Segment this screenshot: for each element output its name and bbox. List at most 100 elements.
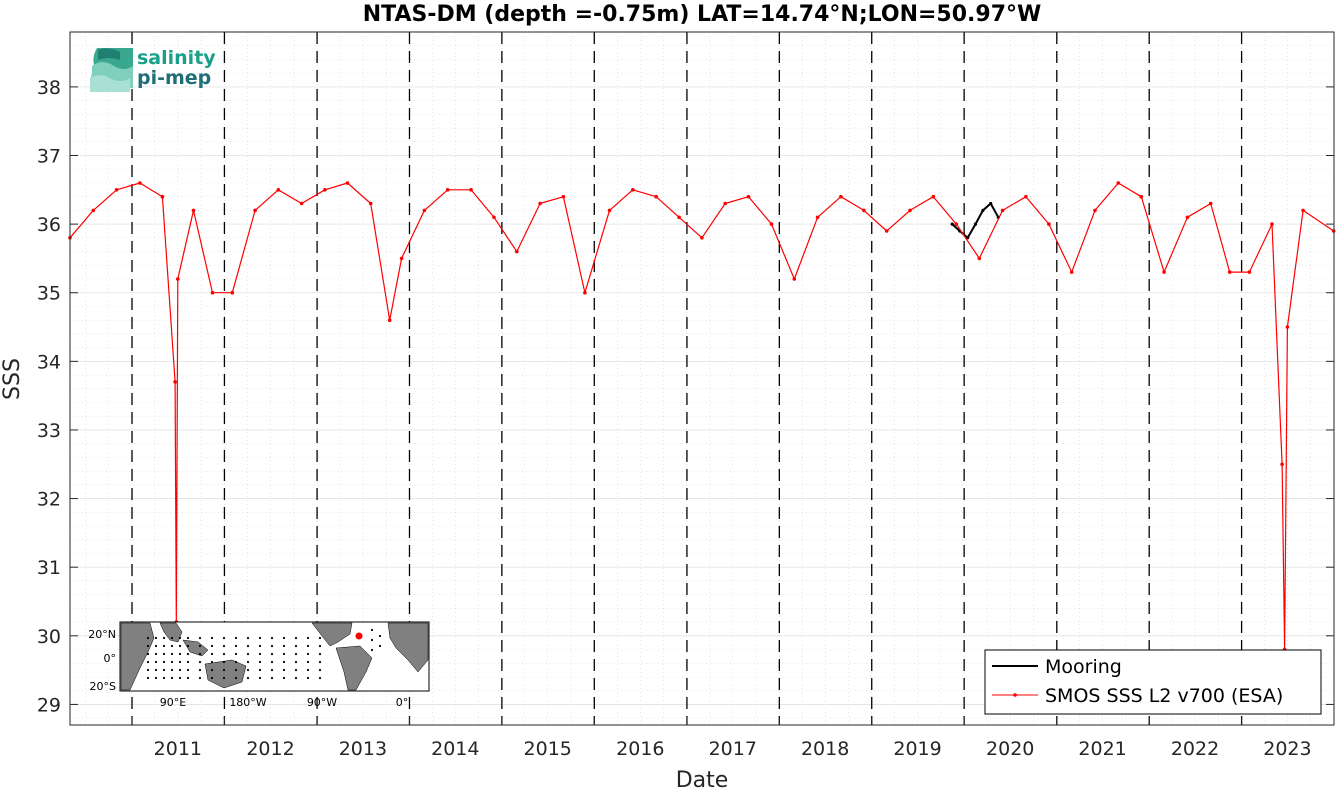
series-point-1 — [815, 215, 820, 220]
inset-mooring-dot — [198, 652, 202, 656]
inset-mooring-dot — [186, 636, 190, 640]
series-point-1 — [1024, 194, 1028, 199]
inset-mooring-dot — [146, 668, 150, 672]
y-tick-label: 32 — [37, 489, 61, 511]
x-tick-label: 2013 — [339, 738, 387, 760]
inset-mooring-dot — [198, 644, 202, 648]
inset-mooring-dot — [306, 644, 310, 648]
x-tick-label: 2012 — [246, 738, 294, 760]
x-tick-label: 2017 — [709, 738, 757, 760]
chart-title: NTAS-DM (depth =-0.75m) LAT=14.74°N;LON=… — [363, 2, 1042, 27]
inset-mooring-dot — [222, 636, 226, 640]
inset-mooring-dot — [222, 652, 226, 656]
inset-mooring-dot — [178, 676, 182, 680]
inset-mooring-dot — [258, 644, 262, 648]
inset-mooring-dot — [258, 660, 262, 664]
series-point-1 — [230, 290, 235, 295]
inset-mooring-dot — [282, 668, 286, 672]
inset-mooring-dot — [198, 636, 202, 640]
inset-mooring-dot — [222, 676, 226, 680]
y-axis-label: SSS — [0, 358, 25, 400]
inset-mooring-dot — [210, 644, 214, 648]
inset-mooring-dot — [210, 660, 214, 664]
inset-mooring-dot — [210, 636, 214, 640]
inset-mooring-dot — [282, 636, 286, 640]
inset-lon-label-0: 0° — [396, 696, 409, 709]
inset-mooring-dot — [370, 628, 374, 632]
inset-mooring-dot — [178, 668, 182, 672]
inset-mooring-dot — [270, 668, 274, 672]
series-point-1 — [908, 208, 912, 213]
inset-mooring-dot — [178, 636, 182, 640]
series-point-1 — [1162, 270, 1166, 274]
series-point-1 — [884, 229, 889, 233]
inset-lat-label-0: 0° — [104, 652, 117, 665]
series-point-1 — [862, 208, 866, 213]
inset-mooring-dot — [234, 668, 238, 672]
inset-mooring-dot — [318, 652, 322, 656]
inset-mooring-dot — [162, 668, 166, 672]
inset-mooring-dot — [170, 668, 174, 672]
legend-box — [984, 649, 1322, 715]
series-point-1 — [1069, 270, 1074, 274]
series-point-1 — [1270, 222, 1274, 226]
legend: Mooring SMOS SSS L2 v700 (ESA) — [984, 649, 1322, 715]
inset-mooring-dot — [258, 636, 262, 640]
inset-mooring-dot — [186, 660, 190, 664]
inset-mooring-dot — [146, 644, 150, 648]
inset-mooring-dot — [186, 652, 190, 656]
series-point-1 — [654, 194, 658, 199]
inset-mooring-dot — [282, 660, 286, 664]
series-point-0 — [950, 222, 954, 226]
x-tick-label: 2020 — [986, 738, 1034, 760]
inset-mooring-dot — [146, 660, 150, 664]
inset-mooring-dot — [318, 668, 322, 672]
inset-mooring-dot — [186, 668, 190, 672]
series-point-1 — [723, 201, 727, 206]
y-tick-label: 31 — [37, 557, 61, 579]
inset-mooring-dot — [234, 676, 238, 680]
inset-mooring-dot — [222, 644, 226, 648]
inset-mooring-dot — [270, 660, 274, 664]
inset-mooring-dot — [162, 676, 166, 680]
series-point-0 — [989, 201, 993, 206]
inset-mooring-dot — [370, 648, 374, 652]
inset-mooring-dot — [306, 660, 310, 664]
series-point-1 — [91, 208, 96, 213]
legend-label-mooring: Mooring — [1045, 656, 1122, 678]
inset-mooring-dot — [318, 636, 322, 640]
series-point-1 — [977, 256, 982, 261]
logo-text-pi-mep: pi-mep — [137, 67, 211, 89]
series-point-1 — [1280, 462, 1284, 467]
series-point-1 — [677, 215, 681, 220]
series-point-1 — [492, 215, 496, 220]
series-point-1 — [387, 318, 392, 323]
inset-mooring-dot — [162, 652, 166, 656]
series-point-1 — [515, 249, 519, 254]
x-tick-label: 2018 — [801, 738, 849, 760]
series-point-1 — [631, 188, 635, 192]
inset-mooring-dot — [178, 652, 182, 656]
x-tick-label: 2021 — [1078, 738, 1126, 760]
inset-mooring-dot — [270, 676, 274, 680]
series-point-1 — [445, 188, 450, 192]
inset-mooring-dot — [154, 644, 158, 648]
inset-mooring-dot — [154, 652, 158, 656]
y-tick-label: 29 — [37, 694, 61, 716]
x-tick-label: 2023 — [1263, 738, 1311, 760]
inset-mooring-dot — [198, 676, 202, 680]
series-point-1 — [368, 201, 373, 206]
inset-mooring-dot — [282, 652, 286, 656]
inset-mooring-dot — [178, 660, 182, 664]
inset-mooring-dot — [170, 676, 174, 680]
inset-mooring-dot — [294, 636, 298, 640]
inset-mooring-dot — [234, 652, 238, 656]
series-point-1 — [160, 194, 165, 199]
inset-lon-label-180w: 180°W — [229, 696, 266, 709]
inset-mooring-dot — [370, 638, 374, 642]
y-tick-label: 37 — [37, 146, 61, 168]
inset-mooring-dot — [270, 636, 274, 640]
legend-label-smos: SMOS SSS L2 v700 (ESA) — [1045, 685, 1283, 707]
series-point-1 — [931, 194, 936, 199]
